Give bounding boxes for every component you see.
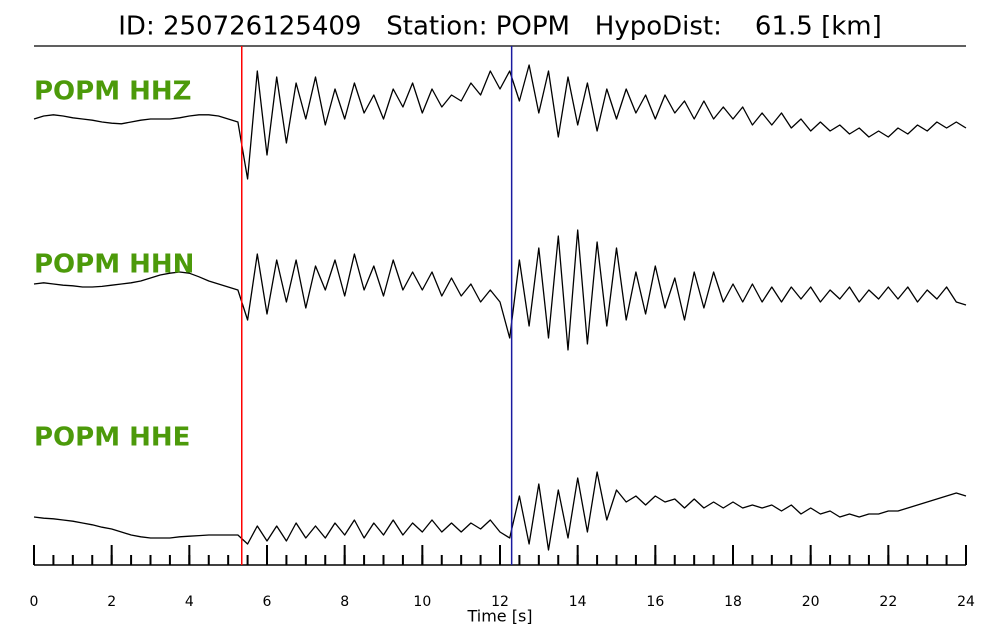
x-tick-label: 14: [569, 594, 587, 610]
x-tick-label: 2: [107, 594, 116, 610]
x-tick-label: 16: [646, 594, 664, 610]
x-tick-label: 18: [724, 594, 742, 610]
x-tick-label: 24: [957, 594, 975, 610]
x-axis-label: Time [s]: [466, 607, 532, 626]
x-tick-label: 22: [879, 594, 897, 610]
trace-label: POPM HHE: [34, 423, 190, 453]
x-tick-label: 10: [413, 594, 431, 610]
trace: [33, 471, 967, 551]
chart-title: ID: 250726125409 Station: POPM HypoDist:…: [118, 12, 882, 42]
x-tick-label: 8: [340, 594, 349, 610]
x-tick-label: 4: [185, 594, 194, 610]
x-tick-label: 20: [802, 594, 820, 610]
trace: [33, 229, 967, 351]
x-tick-label: 0: [30, 594, 39, 610]
x-tick-label: 12: [491, 594, 509, 610]
trace-label: POPM HHZ: [34, 77, 192, 107]
x-tick-label: 6: [263, 594, 272, 610]
trace-label: POPM HHN: [34, 250, 194, 280]
trace: [33, 64, 967, 180]
